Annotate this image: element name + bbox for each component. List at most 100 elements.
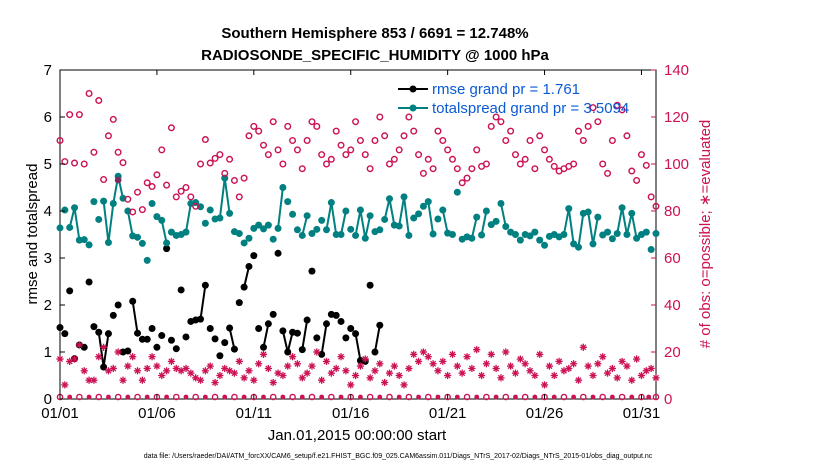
totalspread-point	[163, 239, 171, 247]
zero-obs-point	[571, 394, 577, 400]
totalspread-segment	[126, 210, 134, 237]
rmse-point	[313, 334, 321, 342]
evaluated-obs-point	[318, 376, 326, 384]
possible-obs-point	[342, 151, 350, 159]
zero-obs-point	[599, 393, 606, 401]
totalspread-segment	[427, 201, 435, 235]
zero-obs-point	[338, 394, 344, 400]
zero-obs-point	[483, 393, 490, 401]
rmse-point	[226, 324, 234, 332]
possible-obs-point	[633, 176, 641, 184]
totalspread-point	[352, 231, 360, 239]
y-tick-label-left: 1	[44, 344, 52, 361]
evaluated-obs-point	[511, 369, 520, 377]
possible-obs-point	[536, 132, 544, 140]
evaluated-obs-point	[434, 367, 442, 375]
evaluated-obs-point	[492, 364, 500, 373]
series-evaluated	[56, 341, 660, 389]
possible-obs-point	[400, 132, 408, 140]
possible-obs-point	[250, 122, 258, 130]
totalspread-segment	[107, 203, 115, 243]
possible-obs-point	[269, 118, 277, 126]
possible-obs-point	[352, 118, 360, 126]
possible-obs-point	[545, 155, 553, 163]
y-tick-label-right: 120	[664, 109, 689, 126]
zero-obs-point	[86, 394, 92, 400]
zero-obs-point	[164, 394, 170, 400]
totalspread-point	[80, 236, 88, 244]
possible-obs-point	[143, 179, 151, 187]
evaluated-obs-point	[560, 367, 568, 375]
legend-label-rmse: rmse grand pr = 1.761	[432, 81, 580, 98]
possible-obs-point	[453, 165, 461, 173]
totalspread-segment	[499, 203, 507, 227]
possible-obs-point	[187, 193, 195, 201]
zero-obs-point	[328, 393, 335, 401]
possible-obs-point	[637, 151, 645, 159]
possible-obs-point	[337, 141, 345, 149]
rmse-point	[371, 348, 379, 356]
totalspread-point	[628, 209, 636, 217]
totalspread-point	[90, 198, 98, 206]
evaluated-obs-point	[347, 381, 355, 389]
evaluated-obs-point	[608, 364, 616, 373]
y-axis-left: 0 1 2 3 4 5 6 7	[44, 62, 65, 408]
evaluated-obs-point	[594, 360, 602, 368]
totalspread-point	[642, 228, 650, 236]
totalspread-point	[85, 241, 93, 249]
totalspread-point	[240, 239, 248, 247]
y-tick-label-left: 3	[44, 250, 52, 267]
totalspread-point	[565, 205, 573, 213]
possible-obs-point	[90, 148, 98, 156]
possible-obs-point	[347, 146, 355, 154]
possible-obs-point	[308, 118, 316, 126]
totalspread-point	[269, 235, 277, 243]
evaluated-obs-point	[124, 362, 132, 370]
zero-obs-point	[76, 393, 83, 401]
totalspread-point	[100, 197, 108, 205]
series-possible	[56, 89, 660, 216]
possible-obs-point	[119, 159, 127, 167]
zero-obs-point	[463, 393, 471, 401]
possible-obs-point	[642, 161, 650, 169]
legend-label-totalspread: totalspread grand pr = 3.5094	[432, 100, 629, 117]
possible-obs-point	[574, 127, 582, 135]
evaluated-obs-point	[61, 381, 69, 389]
zero-obs-point	[386, 393, 393, 401]
totalspread-point	[604, 228, 612, 236]
rmse-point	[342, 334, 350, 342]
evaluated-obs-point	[637, 371, 646, 380]
y-tick-label-right: 60	[664, 250, 681, 267]
evaluated-obs-point	[129, 353, 137, 361]
evaluated-obs-point	[468, 364, 476, 373]
totalspread-point	[410, 214, 418, 222]
totalspread-point	[134, 233, 142, 241]
series-layer	[56, 89, 660, 401]
possible-obs-point	[570, 160, 578, 168]
possible-obs-point	[138, 206, 146, 214]
possible-obs-point	[206, 159, 214, 167]
zero-obs-point	[435, 394, 441, 400]
possible-obs-point	[313, 122, 321, 130]
rmse-point	[352, 330, 360, 338]
zero-obs-point	[319, 394, 325, 400]
rmse-point	[90, 323, 98, 331]
evaluated-obs-point	[487, 350, 495, 358]
evaluated-obs-point	[497, 374, 505, 382]
zero-obs-point	[280, 394, 286, 400]
totalspread-point	[492, 217, 500, 225]
x-tick-label: 01/21	[429, 405, 467, 422]
y-tick-label-left: 2	[44, 297, 52, 314]
totalspread-segment	[388, 198, 396, 226]
rmse-point	[56, 324, 64, 332]
rmse-point	[337, 317, 345, 325]
evaluated-obs-point	[279, 371, 287, 380]
totalspread-segment	[277, 187, 284, 229]
zero-obs-point	[308, 393, 316, 401]
evaluated-obs-point	[439, 357, 447, 365]
evaluated-obs-point	[221, 364, 229, 373]
evaluated-obs-point	[444, 371, 452, 380]
totalspread-segment	[383, 198, 391, 220]
totalspread-segment	[73, 207, 81, 241]
evaluated-obs-point	[381, 378, 389, 387]
